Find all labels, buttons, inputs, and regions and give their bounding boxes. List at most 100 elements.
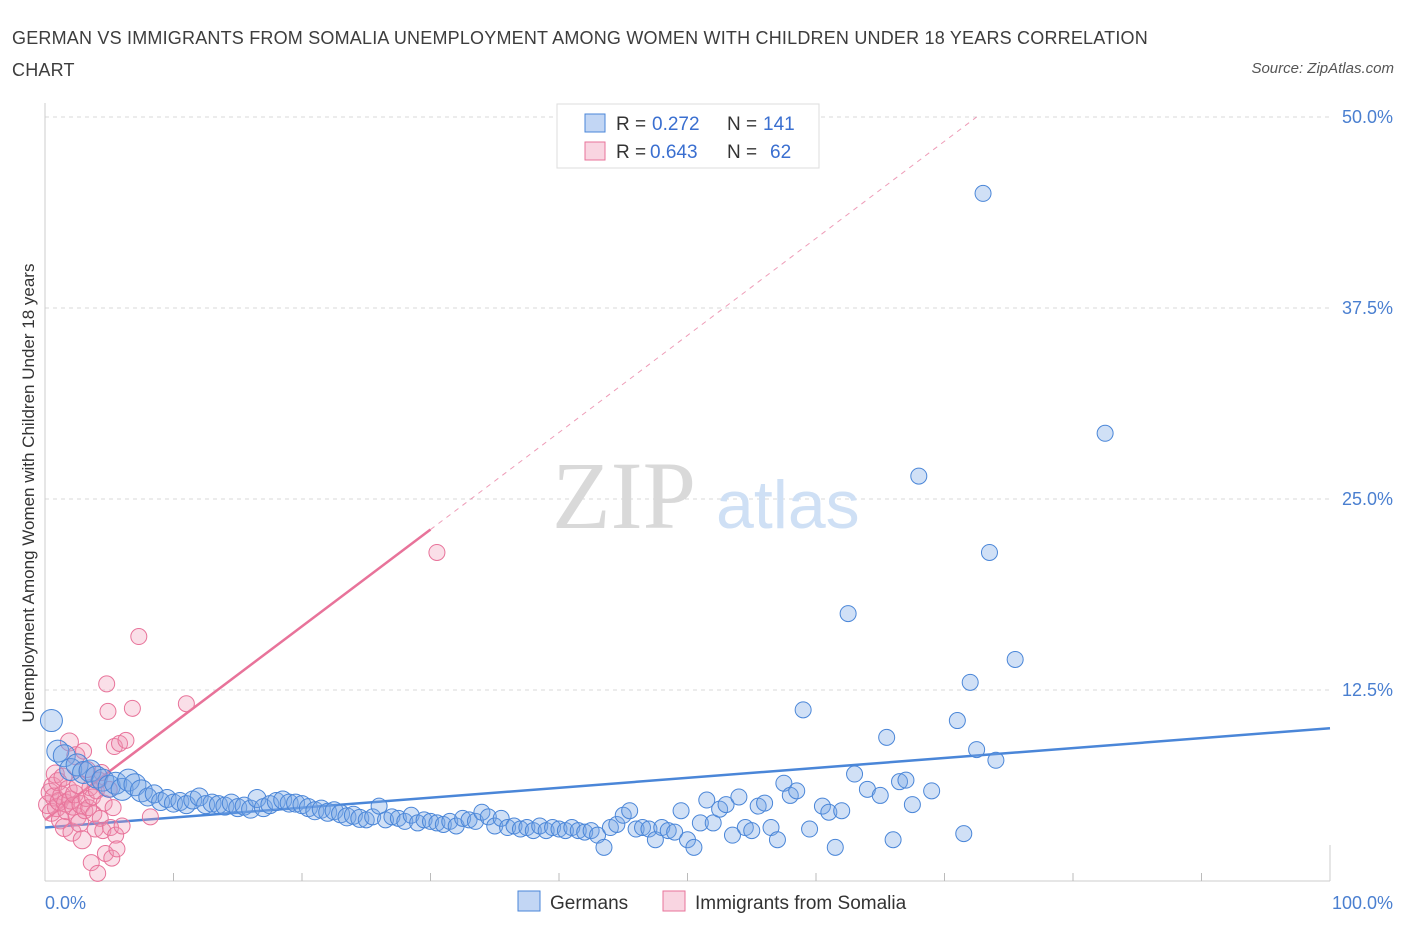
stats-r-somalia: 0.643 [650, 142, 698, 163]
german-point [794, 701, 812, 719]
somalia-point [75, 742, 93, 760]
somalia-point [177, 695, 195, 713]
german-point [576, 823, 594, 841]
german-point [428, 814, 446, 832]
somalia-point [141, 808, 159, 826]
german-point [659, 822, 677, 840]
german-point [550, 820, 568, 838]
tick-labels: 12.5% 25.0% 37.5% 50.0% 0.0% 100.0% [45, 107, 1393, 913]
somalia-point [108, 840, 126, 858]
stats-n-label-german: N = [727, 114, 757, 135]
legend-swatch-somalia [662, 890, 686, 912]
german-point [189, 787, 209, 807]
y-tick-label: 25.0% [1342, 489, 1393, 509]
german-points [39, 184, 1114, 856]
y-tick-label: 12.5% [1342, 680, 1393, 700]
german-point [499, 819, 517, 837]
german-point [144, 784, 164, 804]
german-point [247, 788, 267, 808]
german-point [415, 811, 433, 829]
german-point [52, 744, 76, 768]
y-tick-label: 37.5% [1342, 298, 1393, 318]
german-point [980, 543, 998, 561]
german-point [479, 808, 497, 826]
german-point [422, 812, 439, 830]
german-point [948, 712, 966, 730]
stats-legend-swatch-german [584, 113, 606, 133]
german-point [910, 467, 928, 485]
legend-swatch-germans [517, 890, 541, 912]
somalia-point [89, 864, 107, 882]
german-point [833, 802, 851, 820]
german-point [768, 831, 786, 849]
somalia-point [104, 799, 122, 817]
german-point [511, 820, 529, 838]
stats-r-label-somalia: R = [616, 142, 646, 163]
series-legend: Germans Immigrants from Somalia [517, 890, 907, 914]
y-tick-label: 50.0% [1342, 107, 1393, 127]
german-point [202, 793, 222, 813]
german-point [717, 796, 735, 814]
german-point [826, 838, 844, 856]
german-point [974, 184, 992, 202]
german-point [672, 802, 690, 820]
stats-n-label-somalia: N = [727, 142, 757, 163]
somalia-point [103, 849, 121, 867]
stats-r-label-german: R = [616, 114, 646, 135]
watermark-zip: ZIP [552, 442, 696, 549]
somalia-point [428, 543, 446, 561]
german-point [813, 797, 831, 815]
source-label: Source: ZipAtlas.com [1251, 60, 1394, 77]
somalia-point [63, 796, 83, 816]
german-point [685, 838, 703, 856]
german-point [454, 809, 472, 827]
german-point [666, 823, 684, 841]
german-point [65, 753, 89, 777]
german-point [396, 812, 414, 830]
german-point [78, 759, 102, 783]
somalia-point [113, 817, 131, 835]
somalia-point [72, 830, 92, 850]
german-point [955, 825, 973, 843]
german-point [466, 812, 484, 830]
somalia-point [93, 764, 111, 782]
axes [44, 103, 1331, 882]
german-point [884, 831, 902, 849]
german-point [370, 797, 388, 815]
stats-n-somalia: 62 [770, 142, 791, 163]
german-point [756, 794, 774, 812]
stats-r-german: 0.272 [652, 114, 700, 135]
somalia-point [107, 826, 125, 844]
stats-legend: R = 0.272 N = 141 R = 0.643 N = 62 [556, 103, 820, 169]
german-point [544, 819, 562, 837]
german-point [640, 820, 658, 838]
x-tick-label: 0.0% [45, 893, 86, 913]
stats-n-german: 141 [763, 114, 795, 135]
german-point [286, 793, 306, 813]
german-point [903, 796, 921, 814]
german-point [730, 788, 748, 806]
german-point [839, 605, 857, 623]
german-point [492, 809, 510, 827]
german-point [743, 822, 761, 840]
german-point [608, 815, 626, 833]
german-point [569, 822, 587, 840]
stats-legend-swatch-somalia [584, 141, 606, 161]
german-point [46, 739, 70, 763]
watermark-atlas: atlas [716, 467, 860, 543]
german-point [383, 808, 401, 826]
german-point [364, 808, 382, 826]
german-point [698, 791, 716, 809]
german-point [84, 765, 108, 789]
chart-title: GERMAN VS IMMIGRANTS FROM SOMALIA UNEMPL… [12, 28, 1148, 80]
german-point [1006, 650, 1024, 668]
german-point [350, 808, 370, 828]
german-point [621, 802, 639, 820]
german-point [961, 673, 979, 691]
gridlines [45, 116, 1330, 691]
somalia-point [65, 784, 85, 804]
german-point [897, 771, 915, 789]
somalia-point [98, 675, 116, 693]
german-point [788, 782, 806, 800]
